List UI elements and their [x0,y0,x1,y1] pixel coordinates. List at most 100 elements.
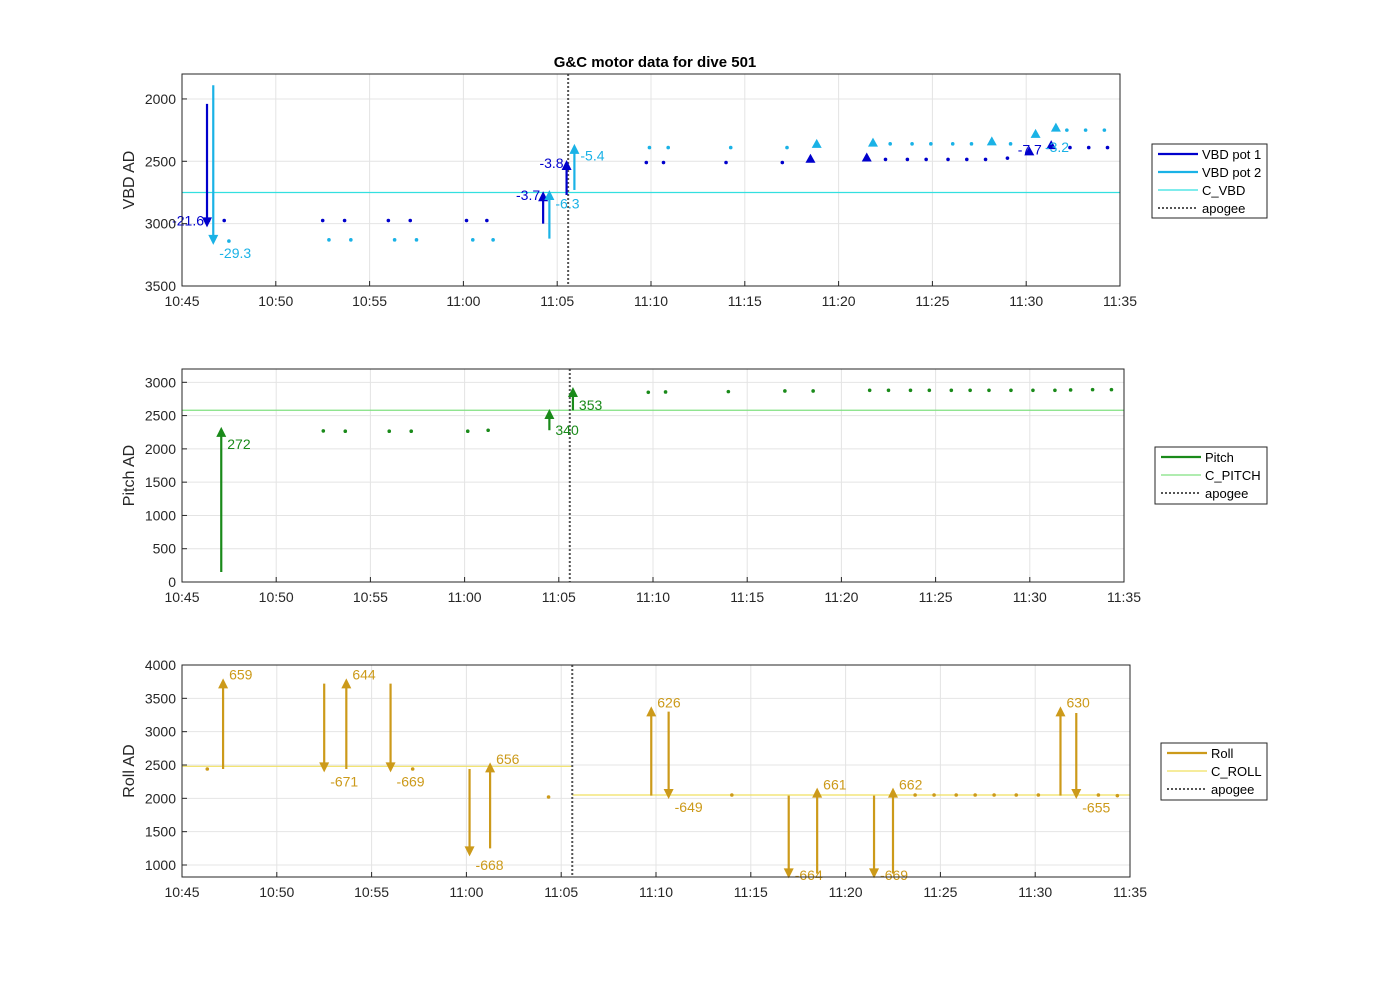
chart-title: G&C motor data for dive 501 [554,54,757,71]
data-point [392,238,397,242]
legend-entry: apogee [1205,486,1248,501]
data-point [1009,388,1013,393]
motor-arrow-head [783,868,794,879]
legend-entry: C_PITCH [1205,468,1261,483]
x-tick-label: 10:45 [164,589,199,605]
y-axis-label: Pitch AD [121,445,138,506]
data-point [227,239,231,243]
x-tick-label: 10:55 [354,884,389,900]
triangle-marker [986,136,997,146]
data-point [987,388,991,393]
motor-arrow-head [561,160,572,171]
data-point [546,795,551,799]
data-point [349,238,353,242]
y-tick-label: 4000 [145,657,176,673]
data-point [1115,793,1120,798]
x-tick-label: 11:35 [1103,293,1137,309]
legend-entry: C_ROLL [1211,764,1262,779]
y-tick-label: 3500 [145,690,176,706]
arrow-label: -7.7 [1018,141,1042,157]
arrow-label: -29.3 [219,245,251,261]
x-tick-label: 11:20 [829,884,863,900]
legend-box [1151,143,1268,219]
data-point [1102,128,1107,132]
data-point [222,218,227,223]
data-point [410,767,415,771]
panel-roll: 659 -671 644 -669 -668 656 626 -649 -664 661 -669 6… [121,657,1268,900]
arrow-label: 644 [352,666,376,682]
y-tick-label: 500 [153,541,177,557]
arrow-label: -664 [795,867,823,883]
arrow-label: 626 [657,694,681,710]
x-tick-label: 11:25 [915,293,949,309]
data-point [883,157,888,162]
data-point [321,429,326,433]
x-tick-label: 11:10 [639,884,673,900]
y-tick-label: 2000 [145,790,176,806]
motor-arrow-head [646,706,657,717]
motor-arrow-head [218,678,229,689]
arrow-label: 272 [227,436,251,452]
y-tick-label: 2000 [145,441,176,457]
motor-arrow-head [812,787,823,798]
legend-entry: Pitch [1205,450,1234,465]
data-point [661,160,666,165]
arrow-label: 662 [899,776,923,792]
data-point [486,428,490,433]
y-axis-label: Roll AD [121,744,138,797]
triangle-marker [1046,140,1057,150]
motor-arrow-head [569,143,580,154]
x-tick-label: 11:30 [1009,293,1043,309]
data-point [1096,793,1101,797]
data-point [910,142,914,146]
data-point [924,157,928,162]
y-tick-label: 2500 [145,757,176,773]
y-tick-label: 3000 [145,724,176,740]
data-point [973,793,977,797]
data-point [888,142,892,146]
data-point [964,157,969,162]
x-tick-label: 11:05 [540,293,574,309]
data-point [1105,145,1110,150]
motor-arrow-head [341,678,352,689]
arrow-label: -669 [397,774,425,790]
arrow-label: -649 [675,799,703,815]
motor-arrow-head [869,868,880,879]
x-tick-label: 11:10 [634,293,668,309]
triangle-marker [1030,128,1041,138]
data-point [1083,128,1088,132]
x-tick-label: 10:50 [259,589,294,605]
data-point [205,767,210,771]
x-tick-label: 11:00 [448,589,482,605]
x-tick-label: 11:15 [728,293,762,309]
data-point [464,218,469,223]
arrow-label: -21.6 [172,213,204,229]
triangle-marker [811,138,822,148]
x-tick-label: 11:20 [824,589,858,605]
arrow-label: -668 [476,857,504,873]
y-tick-label: 2500 [145,153,176,169]
data-point [780,160,785,165]
x-tick-label: 11:15 [730,589,764,605]
y-tick-label: 3500 [145,278,176,294]
motor-arrow-head [385,762,396,773]
data-point [932,793,936,797]
arrow-label: -655 [1082,800,1110,816]
data-point [728,145,733,150]
data-point [646,390,651,395]
legend-entry: apogee [1211,782,1254,797]
data-point [783,389,787,393]
legend-entry: VBD pot 2 [1202,165,1261,180]
data-point [726,389,731,394]
data-point [409,429,414,434]
x-tick-label: 11:10 [636,589,670,605]
x-tick-label: 10:55 [353,589,388,605]
motor-arrow-head [464,846,475,857]
data-point [1005,156,1010,160]
triangle-marker [805,153,816,163]
motor-arrow-head [544,408,555,419]
triangle-marker [861,152,872,162]
